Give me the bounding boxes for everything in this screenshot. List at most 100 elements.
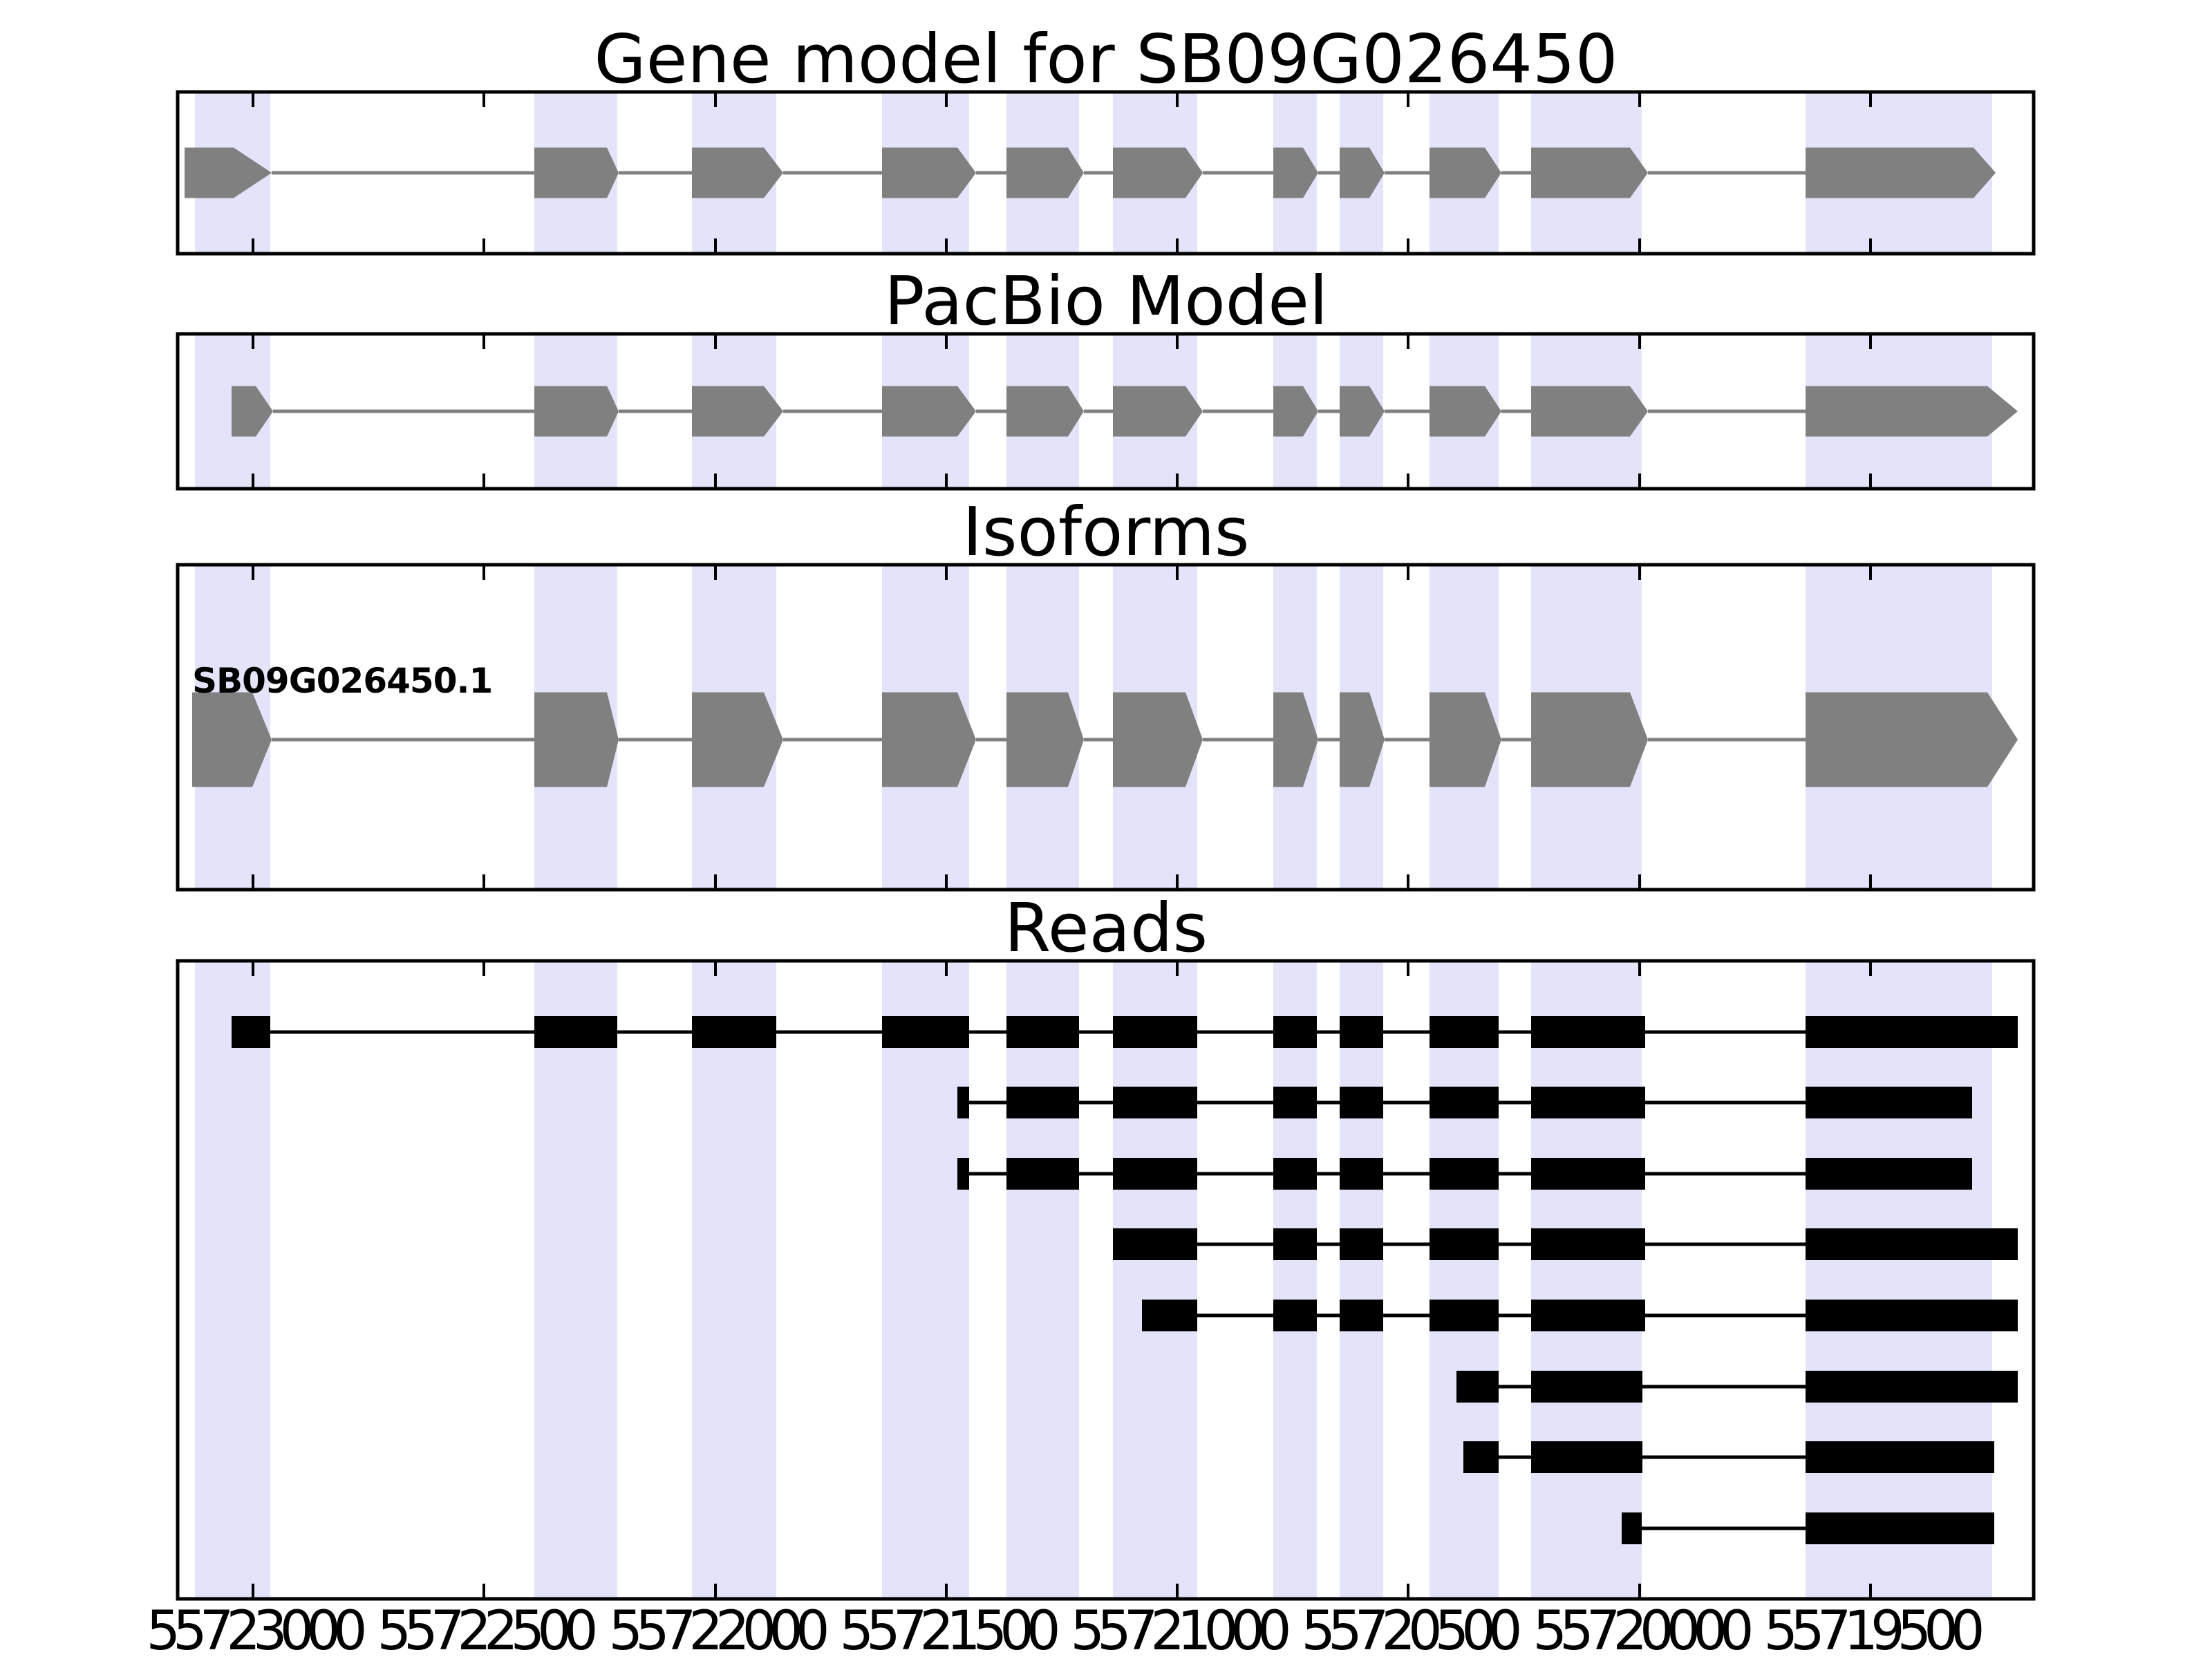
intron-line [1318,738,1340,742]
exon-arrow [882,692,976,787]
axis-tick-top [1176,92,1179,107]
read-exon-box [1430,1158,1499,1190]
read-intron-line [969,1030,1006,1034]
exon-arrow [534,147,619,198]
read-intron-line [1197,1100,1273,1105]
read-intron-line [969,1172,1006,1176]
read-exon-box [1006,1016,1079,1048]
x-tick-label: 55721500 [839,1600,1060,1659]
axis-tick-top [482,334,485,349]
exon-band [1430,961,1499,1599]
intron-line [619,409,692,413]
read-exon-box [1806,1300,2018,1331]
read-exon-box [1456,1371,1499,1403]
exon-arrow [882,386,976,437]
intron-line [783,738,882,742]
intron-line [1084,409,1113,413]
axis-tick-top [945,961,948,976]
read-intron-line [617,1030,692,1034]
read-exon-box [1340,1300,1383,1331]
exon-arrow [692,386,783,437]
intron-line [1501,171,1531,175]
panel-border-isoforms [176,563,2036,892]
exon-arrow [1006,386,1084,437]
read-intron-line [1079,1172,1113,1176]
intron-line [272,171,534,175]
intron-line [1501,738,1531,742]
read-exon-box [1531,1371,1642,1403]
axis-tick-bottom [252,1584,254,1599]
axis-tick-top [714,334,717,349]
read-intron-line [270,1030,534,1034]
exon-arrow [1531,147,1648,198]
intron-line [273,409,534,413]
intron-line [272,738,534,742]
axis-tick-top [1869,961,1872,976]
exon-band [882,961,969,1599]
axis-tick-top [1176,565,1179,580]
axis-tick-top [945,565,948,580]
intron-line [1318,171,1340,175]
exon-arrow [1273,692,1318,787]
gene-model-track [185,147,1996,198]
read-exon-box [1806,1441,1994,1473]
intron-line [1203,171,1273,175]
panel-border-pacbio-model [176,332,2036,491]
exon-arrow [1806,147,1996,198]
read-exon-box [1531,1016,1645,1048]
panel-border-reads [176,959,2036,1601]
read-exon-box [1340,1228,1383,1260]
axis-tick-top [1638,961,1641,976]
exon-arrow [1113,692,1203,787]
title-isoforms: Isoforms [962,493,1250,571]
exon-arrow [1806,386,2018,437]
read-intron-line [1642,1455,1806,1459]
read-intron-line [1197,1313,1273,1318]
isoform-track [192,692,2018,787]
axis-tick-bottom [945,1584,948,1599]
read-exon-box [1430,1300,1499,1331]
intron-line [1385,171,1430,175]
intron-line [1385,738,1430,742]
axis-tick-top [482,961,485,976]
axis-tick-top [714,565,717,580]
read-exon-box [1273,1228,1317,1260]
title-pacbio-model: PacBio Model [884,262,1328,340]
axis-tick-top [252,565,254,580]
intron-line [783,171,882,175]
axis-tick-bottom [1869,474,1872,489]
exon-band [1340,961,1383,1599]
read-exon-box [1806,1228,2018,1260]
read-exon-box [692,1016,776,1048]
axis-tick-bottom [252,874,254,890]
exon-arrow [1273,386,1318,437]
axis-tick-bottom [1176,874,1179,890]
exon-band [1531,961,1642,1599]
read-exon-box [232,1016,270,1048]
read-exon-box [882,1016,969,1048]
axis-tick-bottom [1407,474,1409,489]
read-row-7 [1463,1441,1994,1473]
intron-line [976,738,1006,742]
intron-line [1203,738,1273,742]
read-exon-box [1806,1087,1972,1118]
axis-tick-bottom [1176,238,1179,254]
x-tick-label: 55720000 [1533,1600,1754,1659]
x-tick-label: 55719500 [1763,1600,1985,1659]
read-intron-line [1499,1030,1531,1034]
read-row-6 [1456,1371,2018,1403]
intron-line [976,409,1006,413]
read-exon-box [1430,1087,1499,1118]
read-intron-line [1499,1385,1531,1389]
exon-band [692,961,776,1599]
axis-tick-top [1407,961,1409,976]
axis-tick-bottom [252,474,254,489]
read-exon-box [1531,1158,1645,1190]
title-reads: Reads [1004,889,1208,967]
read-intron-line [1317,1100,1340,1105]
title-gene-model: Gene model for SB09G026450 [594,20,1618,98]
intron-line [976,171,1006,175]
intron-line [619,738,692,742]
exon-arrow [692,692,783,787]
